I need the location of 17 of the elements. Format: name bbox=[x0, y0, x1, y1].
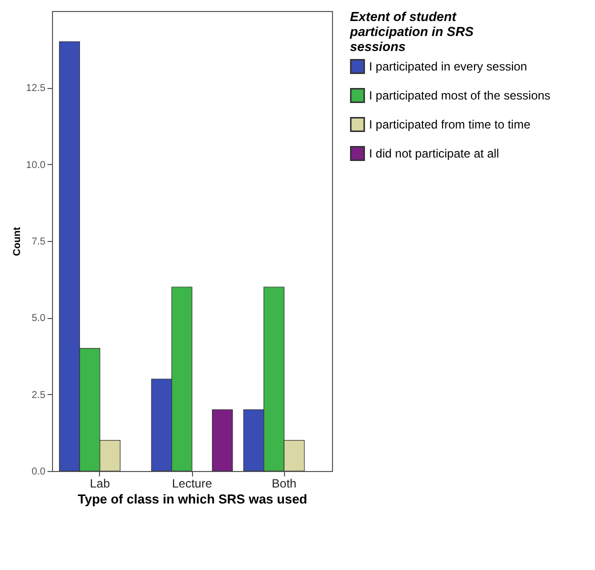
y-tick-label: 0.0 bbox=[32, 466, 46, 478]
x-tick-label: Lab bbox=[90, 476, 110, 490]
legend-label: I participated in every session bbox=[369, 60, 528, 74]
y-tick-label: 2.5 bbox=[32, 390, 46, 401]
y-tick-label: 12.5 bbox=[26, 83, 46, 94]
legend-label: I participated most of the sessions bbox=[369, 88, 550, 102]
legend-label: I participated from time to time bbox=[369, 118, 531, 132]
legend-label: I did not participate at all bbox=[369, 146, 500, 160]
x-tick-label: Lecture bbox=[172, 476, 212, 490]
legend-title: Extent of student participation in SRS sessions bbox=[349, 9, 474, 54]
y-axis-title: Count bbox=[12, 226, 24, 256]
bar bbox=[212, 409, 233, 472]
y-tick-label: 5.0 bbox=[32, 313, 46, 324]
x-axis-title: Type of class in which SRS was used bbox=[78, 492, 308, 506]
y-tick-label: 7.5 bbox=[32, 236, 46, 248]
y-tick-label: 10.0 bbox=[26, 160, 46, 171]
x-tick-label: Both bbox=[272, 476, 296, 490]
